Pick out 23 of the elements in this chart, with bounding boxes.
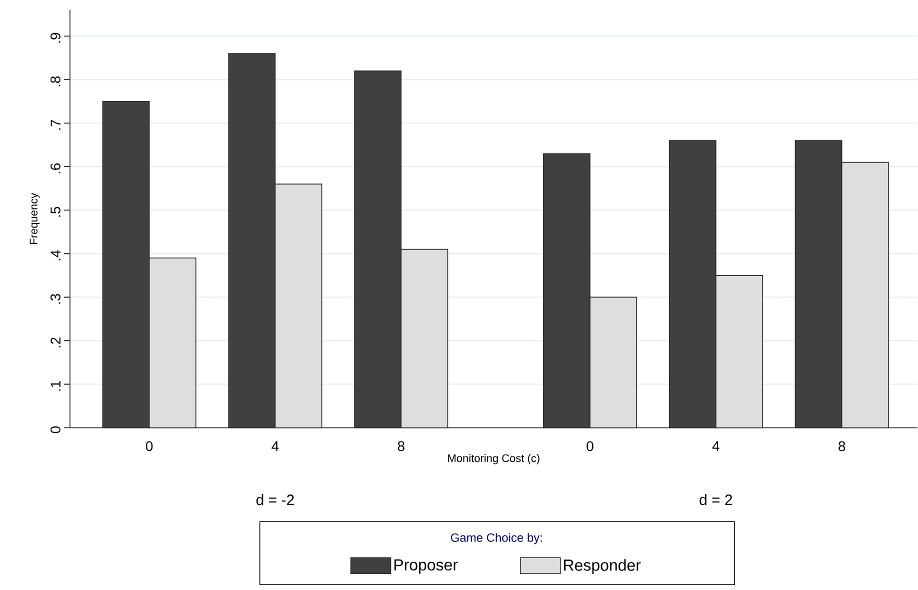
x-tick-label: 4 [272, 441, 279, 452]
x-axis-title: Monitoring Cost (c) [448, 454, 540, 464]
x-tick-label: 8 [838, 441, 846, 452]
text: d = -2 [256, 494, 294, 506]
x-tick-label: 0 [146, 441, 153, 452]
x-tick-label: 0 [586, 441, 594, 452]
y-tick-label: .6 [50, 164, 60, 174]
x-tick-label: 4 [712, 441, 720, 452]
y-tick-label: .9 [50, 33, 60, 43]
x-tick-label: 8 [398, 441, 404, 452]
legend-title: Game Choice by: [450, 533, 542, 544]
y-axis-title: Frequency [30, 193, 40, 244]
y-tick-label: .1 [50, 381, 60, 391]
y-tick-label: .3 [50, 294, 60, 304]
y-tick-label: .5 [50, 207, 60, 217]
y-tick-label: .4 [50, 250, 60, 260]
y-tick-label: .8 [50, 76, 60, 86]
text: d = 2 [700, 494, 732, 506]
legend-label: Proposer [394, 560, 458, 574]
y-tick-label: 0 [50, 426, 60, 434]
y-tick-label: .7 [50, 120, 60, 130]
y-tick-label: .2 [50, 338, 60, 348]
legend-label: Responder [564, 559, 641, 574]
